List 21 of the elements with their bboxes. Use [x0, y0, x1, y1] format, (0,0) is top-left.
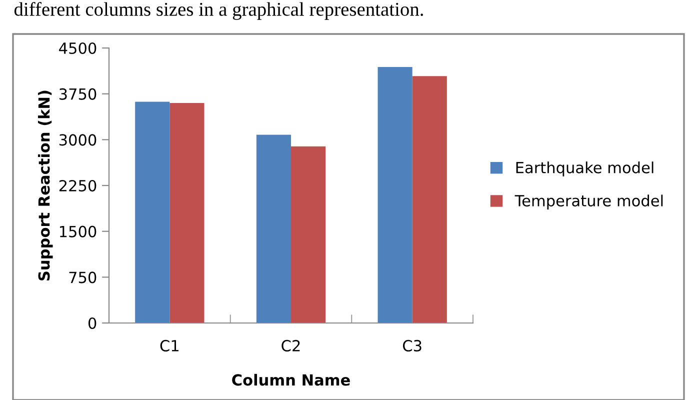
bar — [256, 134, 291, 323]
bar — [378, 66, 412, 323]
x-axis-title: Column Name — [232, 374, 350, 386]
legend-label: Temperature model — [514, 194, 663, 210]
y-tick-label: 3750 — [59, 88, 96, 100]
x-tick-label: C2 — [282, 340, 300, 352]
y-tick-label: 1500 — [60, 226, 96, 238]
y-tick-label: 3000 — [59, 134, 96, 146]
x-tick-label: C3 — [402, 340, 422, 352]
y-tick-label: 0 — [88, 317, 96, 330]
y-tick-label: 750 — [69, 272, 96, 284]
y-axis-title: Support Reaction (kN) — [38, 90, 53, 280]
bar — [291, 146, 326, 323]
bar — [135, 102, 170, 323]
y-tick-label: 4500 — [59, 42, 96, 54]
x-tick-label: C1 — [160, 340, 178, 352]
legend-label: Earthquake model — [516, 162, 654, 176]
text: different columns sizes in a graphical representation. — [14, 2, 423, 20]
bar — [412, 76, 447, 323]
y-tick-label: 2250 — [59, 180, 96, 192]
bar — [170, 103, 204, 323]
